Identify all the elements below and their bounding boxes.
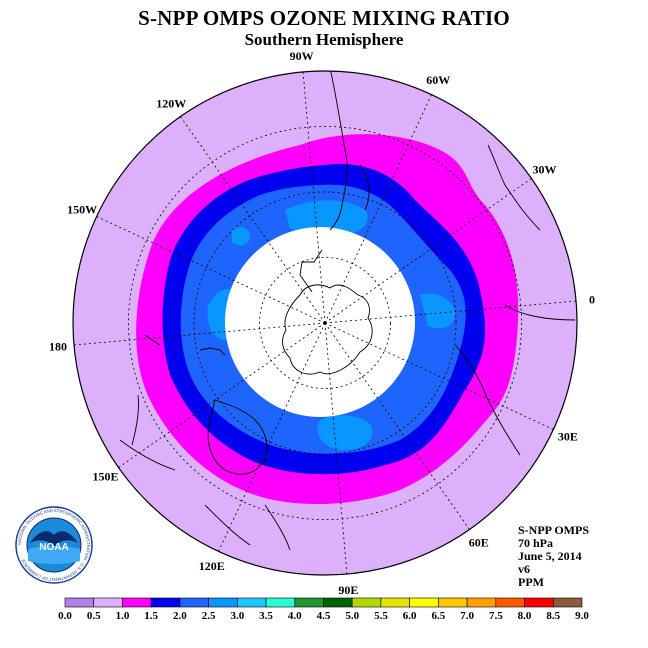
longitude-label: 120W xyxy=(156,96,186,110)
colorbar-swatches xyxy=(64,597,583,608)
colorbar-tick-label: 3.0 xyxy=(230,610,244,622)
longitude-labels: 90W 60W 30W 0 30E 60E 90E 120E 150E 180 150W 120W xyxy=(49,49,595,597)
meridian-line xyxy=(118,322,326,468)
longitude-label: 150W xyxy=(67,203,97,217)
longitude-label: 90W xyxy=(290,49,314,63)
meridian-line xyxy=(324,178,532,324)
graticule xyxy=(73,71,577,575)
band-2.5-3.0 xyxy=(232,227,250,246)
info-pressure: 70 hPa xyxy=(518,536,554,550)
longitude-label: 0 xyxy=(589,293,595,307)
colorbar-tick-label: 8.5 xyxy=(546,610,560,622)
colorbar-tick-label: 8.0 xyxy=(518,610,532,622)
noaa-logo-text: NOAA xyxy=(39,542,68,553)
colorbar-tick-label: 1.0 xyxy=(116,610,130,622)
colorbar-swatch xyxy=(552,597,583,608)
meridian-line xyxy=(324,94,432,324)
colorbar-tick-labels: 0.0 0.5 1.0 1.5 2.0 2.5 3.0 3.5 4.0 4.5 5.0 5.5 6.0 6… xyxy=(58,610,589,622)
longitude-label: 150E xyxy=(92,470,118,484)
colorbar-tick-label: 4.0 xyxy=(288,610,302,622)
latitude-circle xyxy=(128,126,522,520)
colorbar-swatch xyxy=(495,597,525,608)
map-boundary xyxy=(72,70,578,576)
colorbar-tick-label: 5.0 xyxy=(345,610,359,622)
info-version: v6 xyxy=(518,562,530,576)
latitude-circle xyxy=(259,257,391,389)
colorbar-swatch xyxy=(208,597,238,608)
ozone-contour-field xyxy=(73,71,577,575)
meridian-line xyxy=(73,322,326,346)
info-instrument: S-NPP OMPS xyxy=(518,523,589,537)
colorbar-swatch xyxy=(237,597,267,608)
longitude-label: 30W xyxy=(533,162,557,176)
noaa-logo: NOAA NATIONAL OCEANIC AND ATMOSPHERIC AD… xyxy=(15,506,93,584)
longitude-label: 60W xyxy=(426,73,450,87)
meridian-line xyxy=(324,322,554,430)
colorbar-swatch xyxy=(265,597,296,608)
meridian-line xyxy=(324,322,348,575)
colorbar-swatch xyxy=(323,597,353,608)
meridian-line xyxy=(324,322,470,530)
colorbar-swatch xyxy=(524,597,554,608)
colorbar-swatch xyxy=(150,597,181,608)
colorbar-swatch xyxy=(466,597,497,608)
colorbar-tick-label: 4.5 xyxy=(317,610,331,622)
polar-ozone-map: 90W 60W 30W 0 30E 60E 90E 120E 150E 180 150W 120W xyxy=(49,49,595,597)
colorbar-swatch xyxy=(409,597,439,608)
longitude-label: 90E xyxy=(338,583,358,597)
longitude-label: 30E xyxy=(558,429,578,443)
colorbar-tick-label: 2.0 xyxy=(173,610,187,622)
meridian-line xyxy=(302,71,326,324)
band-2.5-3.0 xyxy=(285,200,368,237)
info-date: June 5, 2014 xyxy=(518,549,582,563)
latitude-circle xyxy=(193,191,457,455)
info-block: S-NPP OMPS 70 hPa June 5, 2014 v6 PPM xyxy=(518,524,589,589)
colorbar-tick-label: 7.0 xyxy=(460,610,474,622)
colorbar-swatch xyxy=(64,597,95,608)
meridian-line xyxy=(96,216,326,324)
longitude-label: 180 xyxy=(49,339,67,353)
colorbar-tick-label: 1.5 xyxy=(144,610,158,622)
colorbar-swatch xyxy=(380,597,410,608)
colorbar-swatch xyxy=(294,597,324,608)
meridian-line xyxy=(324,300,577,324)
longitude-label: 60E xyxy=(469,536,489,550)
colorbar-tick-label: 6.5 xyxy=(432,610,446,622)
polar-night-region xyxy=(225,227,415,417)
colorbar-swatch xyxy=(122,597,152,608)
colorbar-tick-label: 5.5 xyxy=(374,610,388,622)
band-2.5-3.0 xyxy=(317,415,373,451)
colorbar: 0.0 0.5 1.0 1.5 2.0 2.5 3.0 3.5 4.0 4.5 5.0 5.5 6.0 6… xyxy=(58,597,589,622)
colorbar-tick-label: 6.0 xyxy=(403,610,417,622)
colorbar-tick-label: 3.5 xyxy=(259,610,273,622)
colorbar-swatch xyxy=(93,597,123,608)
south-pole-marker xyxy=(323,321,327,325)
colorbar-swatch xyxy=(351,597,382,608)
colorbar-swatch xyxy=(438,597,468,608)
colorbar-tick-label: 0.0 xyxy=(58,610,72,622)
band-2.5-3.0 xyxy=(420,293,456,329)
meridian-line xyxy=(180,116,326,324)
coastlines xyxy=(119,71,576,551)
colorbar-swatch xyxy=(179,597,209,608)
map-subtitle: Southern Hemisphere xyxy=(244,30,404,49)
colorbar-tick-label: 7.5 xyxy=(489,610,503,622)
map-title: S-NPP OMPS OZONE MIXING RATIO xyxy=(138,6,510,30)
info-units: PPM xyxy=(518,575,544,589)
meridian-line xyxy=(218,322,326,552)
colorbar-tick-label: 2.5 xyxy=(202,610,216,622)
longitude-label: 120E xyxy=(199,559,225,573)
colorbar-tick-label: 0.5 xyxy=(87,610,101,622)
colorbar-tick-label: 9.0 xyxy=(575,610,589,622)
